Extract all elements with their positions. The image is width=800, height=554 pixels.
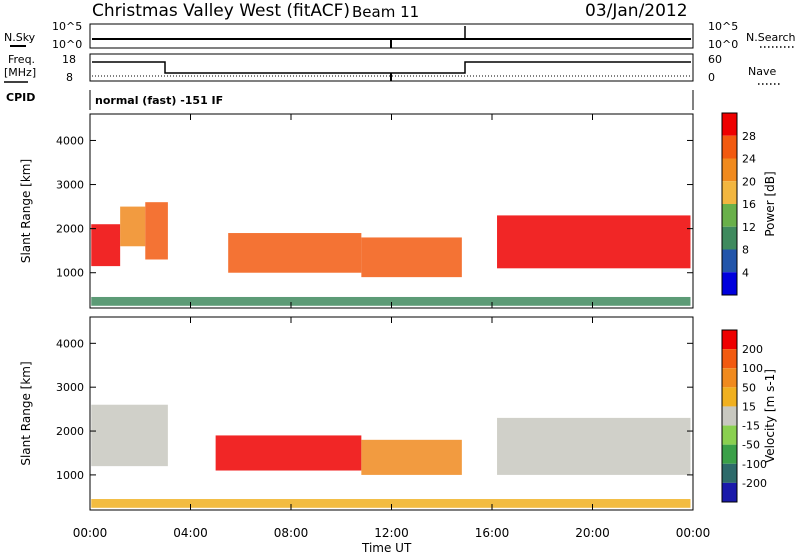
colorbar-swatch — [722, 482, 737, 502]
colorbar-swatch — [722, 425, 737, 445]
colorbar-tick-label: 200 — [742, 343, 763, 356]
colorbar-tick-label: 15 — [742, 400, 756, 413]
station-title: Christmas Valley West (fitACF) — [92, 1, 350, 21]
colorbar-title: Velocity [m s-1] — [763, 369, 777, 463]
colorbar-tick-label: -15 — [742, 420, 760, 433]
data-band-4 — [361, 237, 462, 278]
colorbar-swatch — [722, 181, 737, 204]
cpid-text: normal (fast) -151 IF — [95, 94, 223, 107]
colorbar-swatch — [722, 349, 737, 369]
sky-search-strip: N.Sky 10^5 10^0 10^5 10^0 N.Search — [4, 20, 796, 51]
nave-lo: 0 — [708, 71, 715, 84]
sky-lo-right: 10^0 — [708, 38, 738, 51]
colorbar-tick-label: 28 — [742, 130, 756, 143]
freq-hi: 18 — [62, 53, 76, 66]
nave-label: Nave — [748, 65, 776, 78]
y-tick-label: 3000 — [56, 179, 84, 192]
colorbar-tick-label: 24 — [742, 153, 756, 166]
freq-nave-strip: Freq. [MHz] 18 8 60 0 Nave — [4, 53, 780, 85]
colorbar-tick-label: -200 — [742, 477, 767, 490]
data-band-3 — [497, 417, 691, 475]
y-tick-label: 4000 — [56, 134, 84, 147]
panel-frame — [89, 113, 694, 309]
data-band-2 — [361, 439, 462, 475]
x-tick-label: 16:00 — [475, 526, 510, 540]
data-band-3 — [228, 233, 362, 273]
x-tick-label: 00:00 — [676, 526, 711, 540]
colorbar-frame — [721, 112, 738, 296]
colorbar-swatch — [722, 444, 737, 464]
nave-hi: 60 — [708, 53, 722, 66]
colorbar-swatch — [722, 204, 737, 227]
velocity-panel: 1000 2000 3000 4000 Slant Range [km] — [19, 316, 694, 511]
x-tick-label: 04:00 — [173, 526, 208, 540]
x-tick-label: 00:00 — [73, 526, 108, 540]
colorbar-swatch — [722, 113, 737, 136]
colorbar-frame — [721, 329, 738, 503]
y-tick-label: 2000 — [56, 223, 84, 236]
power-colorbar: 28 24 20 16 12 8 4 Power [dB] — [721, 112, 777, 296]
x-tick-label: 20:00 — [575, 526, 610, 540]
data-band-4 — [91, 499, 691, 508]
sky-hi-right: 10^5 — [708, 20, 738, 33]
colorbar-tick-label: 12 — [742, 221, 756, 234]
colorbar-tick-label: -100 — [742, 458, 767, 471]
colorbar-swatch — [722, 330, 737, 350]
sky-lo-left: 10^0 — [52, 38, 82, 51]
x-tick-label: 08:00 — [274, 526, 309, 540]
freq-label: Freq. — [8, 53, 35, 66]
y-tick-label: 1000 — [56, 469, 84, 482]
y-tick-label: 2000 — [56, 425, 84, 438]
colorbar-swatch — [722, 249, 737, 273]
panel-frame — [89, 316, 694, 511]
freq-unit-label: [MHz] — [4, 66, 36, 79]
data-band-0 — [91, 404, 168, 467]
data-band-1 — [120, 206, 146, 247]
colorbar-tick-label: 16 — [742, 198, 756, 211]
colorbar-tick-label: 50 — [742, 381, 756, 394]
colorbar-swatch — [722, 387, 737, 407]
colorbar-swatch — [722, 135, 737, 159]
data-band-5 — [497, 215, 691, 269]
data-band-6 — [91, 296, 691, 306]
sky-hi-left: 10^5 — [52, 20, 82, 33]
time-axis: 00:00 04:00 08:00 12:00 16:00 20:00 00:00 — [73, 114, 711, 540]
colorbar-swatch — [722, 272, 737, 295]
colorbar-tick-label: 20 — [742, 175, 756, 188]
x-axis-title: Time UT — [361, 541, 412, 554]
data-band-1 — [215, 435, 362, 471]
colorbar-tick-label: 100 — [742, 362, 763, 375]
y-axis-title: Slant Range [km] — [19, 159, 33, 263]
colorbar-tick-label: 8 — [742, 244, 749, 257]
data-band-2 — [145, 202, 168, 260]
colorbar-swatch — [722, 158, 737, 182]
n-search-label: N.Search — [746, 31, 796, 44]
velocity-colorbar: 200 100 50 15 -15 -50 -100 -200 Velocity [m s-1] — [721, 329, 777, 503]
colorbar-swatch — [722, 406, 737, 426]
y-tick-label: 1000 — [56, 267, 84, 280]
colorbar-swatch — [722, 368, 737, 388]
y-axis-title: Slant Range [km] — [19, 361, 33, 465]
data-band-0 — [91, 224, 121, 267]
power-panel: 1000 2000 3000 4000 Slant Range [km] — [19, 113, 694, 309]
y-tick-label: 3000 — [56, 381, 84, 394]
colorbar-title: Power [dB] — [763, 171, 777, 236]
date-label: 03/Jan/2012 — [585, 1, 688, 21]
x-tick-label: 12:00 — [374, 526, 409, 540]
colorbar-swatch — [722, 226, 737, 250]
freq-lo: 8 — [66, 71, 73, 84]
beam-label: Beam 11 — [352, 3, 419, 21]
y-tick-label: 4000 — [56, 337, 84, 350]
colorbar-tick-label: 4 — [742, 266, 749, 279]
colorbar-swatch — [722, 463, 737, 483]
n-sky-label: N.Sky — [4, 31, 36, 44]
colorbar-tick-label: -50 — [742, 439, 760, 452]
cpid-label: CPID — [6, 91, 35, 104]
